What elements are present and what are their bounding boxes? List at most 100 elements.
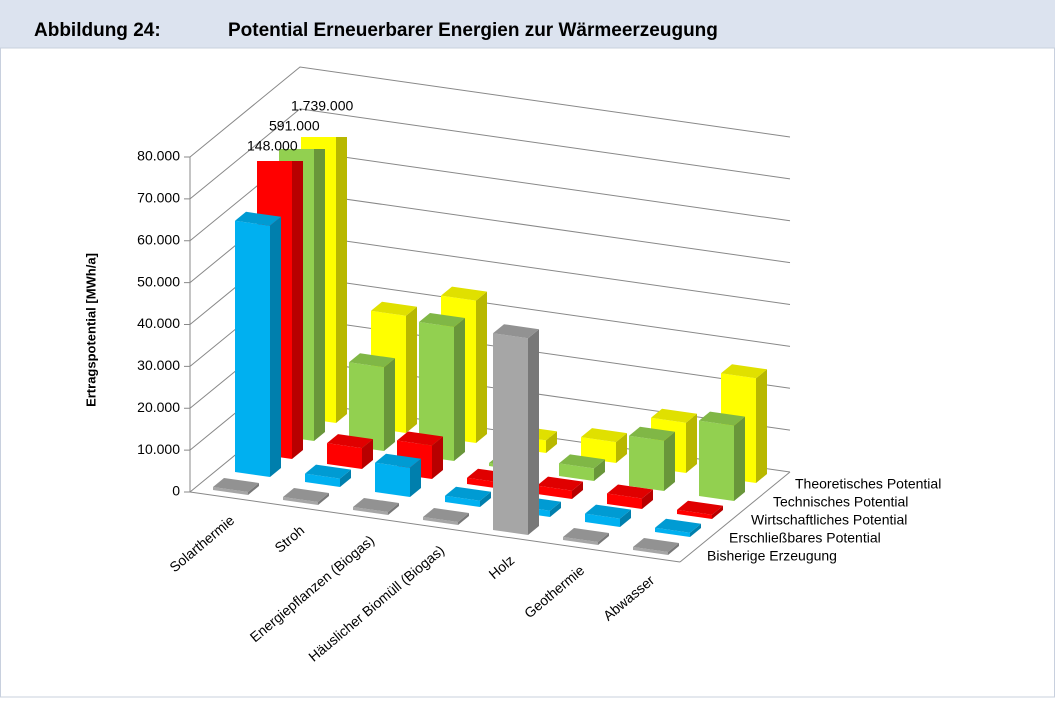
bar — [585, 504, 631, 527]
bar-top — [305, 464, 351, 479]
bar-top — [327, 434, 373, 449]
bar-top — [441, 286, 487, 301]
grid-line — [189, 66, 791, 158]
bar-side — [458, 513, 469, 525]
bar — [327, 434, 373, 469]
bar-side — [712, 505, 723, 519]
legend-label: Bisherige Erzeugung — [707, 548, 837, 564]
y-tick-label: 80.000 — [137, 148, 180, 164]
bar — [493, 324, 539, 535]
bar-side — [406, 306, 417, 433]
bar-side — [248, 483, 259, 495]
bar-front — [563, 537, 598, 545]
bar-front — [305, 473, 340, 487]
bar — [423, 508, 469, 525]
bar-front — [581, 437, 616, 463]
bar-top — [419, 313, 465, 327]
bar-side — [454, 318, 465, 461]
bar — [537, 476, 583, 499]
bar-side — [476, 291, 487, 443]
bar — [445, 486, 491, 507]
bar — [283, 488, 329, 505]
bar-side — [410, 458, 421, 497]
y-tick-label: 30.000 — [137, 357, 180, 373]
bar-front — [655, 527, 690, 537]
bar-top — [371, 301, 417, 316]
y-tick-label: 10.000 — [137, 441, 180, 457]
figure-label: Abbildung 24: — [34, 20, 161, 41]
bar — [563, 528, 609, 545]
bar-front — [585, 513, 620, 527]
bar-top — [235, 211, 281, 226]
bar-front — [327, 443, 362, 469]
x-axis — [189, 491, 681, 563]
bar-front — [349, 362, 384, 451]
bar-front — [677, 509, 712, 519]
header-bar — [0, 0, 1055, 48]
bar-top — [423, 508, 469, 522]
y-tick-label: 50.000 — [137, 273, 180, 289]
bar — [607, 484, 653, 509]
bar-top — [629, 426, 675, 441]
bar — [629, 426, 675, 491]
bar-top — [651, 408, 697, 423]
value-label: 591.000 — [269, 118, 320, 134]
bar-top — [213, 478, 259, 492]
x-tick-label: Stroh — [271, 522, 307, 556]
bar — [699, 411, 745, 501]
bar-front — [283, 497, 318, 505]
bar-side — [734, 416, 745, 501]
legend-label: Erschließbares Potential — [729, 530, 881, 546]
bar — [235, 211, 281, 478]
bar — [213, 478, 259, 495]
grid-line — [189, 108, 791, 200]
bar-top — [721, 364, 767, 379]
bar-top — [493, 324, 539, 339]
value-label: 148.000 — [247, 138, 298, 154]
y-tick-label: 20.000 — [137, 399, 180, 415]
bar-front — [375, 462, 410, 497]
bar — [349, 353, 395, 451]
legend-label: Technisches Potential — [773, 494, 908, 510]
bar — [581, 428, 627, 463]
bar-side — [318, 493, 329, 505]
legend-label: Theoretisches Potential — [795, 476, 941, 492]
bar-top — [445, 486, 491, 501]
bar — [559, 454, 605, 481]
bar-side — [616, 433, 627, 463]
bar-side — [362, 439, 373, 469]
bar-top — [607, 484, 653, 499]
bar-top — [581, 428, 627, 443]
bar — [677, 500, 723, 519]
y-tick-label: 60.000 — [137, 231, 180, 247]
bar — [305, 464, 351, 487]
x-tick-label: Abwasser — [600, 572, 658, 624]
bar-side — [642, 489, 653, 509]
bar-side — [270, 216, 281, 478]
x-tick-label: Häuslicher Biomüll (Biogas) — [305, 542, 447, 665]
bar-side — [686, 413, 697, 473]
bar-top — [537, 476, 583, 491]
x-tick-label: Holz — [486, 552, 518, 582]
value-label: 1.739.000 — [291, 98, 353, 114]
bar — [633, 538, 679, 555]
bar-top — [655, 518, 701, 533]
bar-front — [353, 507, 388, 515]
bar — [419, 313, 465, 461]
bar — [655, 518, 701, 537]
bar-top — [563, 528, 609, 542]
bar-side — [388, 503, 399, 515]
depth-axis — [679, 471, 791, 563]
bar-top — [349, 353, 395, 368]
bar-side — [668, 543, 679, 555]
bar-side — [620, 509, 631, 527]
bar-front — [607, 493, 642, 509]
bar-front — [559, 463, 594, 481]
legend-label: Wirtschaftliches Potential — [751, 512, 907, 528]
y-tick-label: 40.000 — [137, 315, 180, 331]
bar-top — [353, 498, 399, 512]
bar-side — [572, 481, 583, 499]
bar-top — [375, 453, 421, 468]
bar-side — [432, 436, 443, 479]
